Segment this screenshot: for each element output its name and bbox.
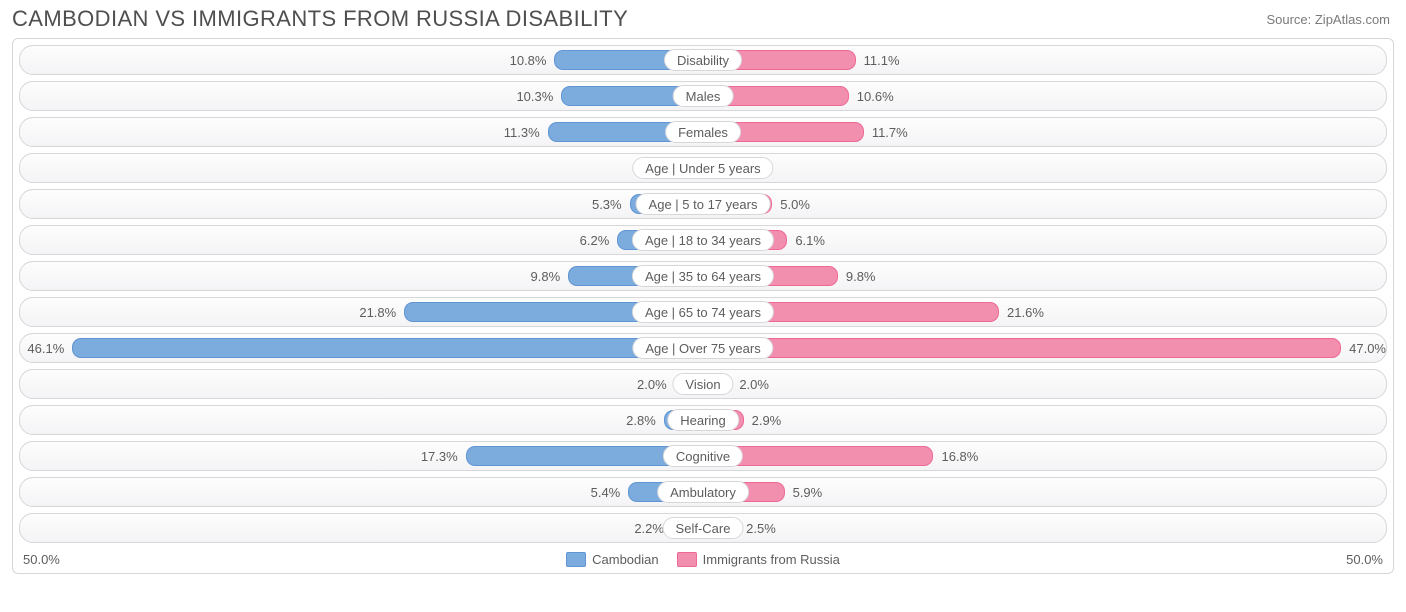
category-label: Ambulatory [657,481,749,503]
left-value: 11.3% [504,125,548,140]
right-value: 16.8% [933,449,978,464]
left-value: 5.3% [592,197,630,212]
page-title: CAMBODIAN VS IMMIGRANTS FROM RUSSIA DISA… [12,6,628,32]
source-label: Source: ZipAtlas.com [1266,12,1390,27]
left-value: 9.8% [531,269,569,284]
chart-row: 2.8% 2.9% Hearing [19,405,1387,435]
category-label: Age | Under 5 years [632,157,773,179]
right-value: 9.8% [838,269,876,284]
right-value: 10.6% [849,89,894,104]
chart-row: 10.3% 10.6% Males [19,81,1387,111]
chart-row: 11.3% 11.7% Females [19,117,1387,147]
right-value: 6.1% [787,233,825,248]
category-label: Age | 5 to 17 years [636,193,771,215]
chart-row: 5.4% 5.9% Ambulatory [19,477,1387,507]
category-label: Hearing [667,409,739,431]
category-label: Cognitive [663,445,743,467]
right-value: 21.6% [999,305,1044,320]
left-value: 46.1% [27,341,72,356]
chart-row: 17.3% 16.8% Cognitive [19,441,1387,471]
chart-row: 9.8% 9.8% Age | 35 to 64 years [19,261,1387,291]
chart-row: 46.1% 47.0% Age | Over 75 years [19,333,1387,363]
left-bar [72,338,703,358]
category-label: Females [665,121,741,143]
right-bar [703,338,1341,358]
category-label: Age | 65 to 74 years [632,301,774,323]
right-value: 11.7% [864,125,908,140]
legend-label-right: Immigrants from Russia [703,552,840,567]
category-label: Age | 35 to 64 years [632,265,774,287]
right-value: 47.0% [1341,341,1386,356]
left-value: 10.8% [510,53,555,68]
legend: Cambodian Immigrants from Russia [566,552,840,567]
diverging-bar-chart: 10.8% 11.1% Disability 10.3% 10.6% Males 11.3%… [12,38,1394,574]
category-label: Age | 18 to 34 years [632,229,774,251]
category-label: Disability [664,49,742,71]
axis-left-label: 50.0% [23,552,60,567]
chart-row: 1.2%1.1%Age | Under 5 years [19,153,1387,183]
chart-row: 21.8% 21.6% Age | 65 to 74 years [19,297,1387,327]
left-value: 5.4% [591,485,629,500]
legend-item-left: Cambodian [566,552,659,567]
axis-right-label: 50.0% [1346,552,1383,567]
legend-swatch-left [566,552,586,567]
category-label: Males [673,85,734,107]
right-value: 2.5% [738,521,776,536]
chart-row: 5.3% 5.0%Age | 5 to 17 years [19,189,1387,219]
left-value: 10.3% [516,89,561,104]
category-label: Self-Care [663,517,744,539]
chart-row: 10.8% 11.1% Disability [19,45,1387,75]
chart-row: 2.0% 2.0%Vision [19,369,1387,399]
category-label: Age | Over 75 years [632,337,773,359]
chart-footer: 50.0% Cambodian Immigrants from Russia 50.0… [19,549,1387,569]
left-value: 2.0% [637,377,675,392]
category-label: Vision [672,373,733,395]
right-value: 2.9% [744,413,782,428]
legend-item-right: Immigrants from Russia [677,552,840,567]
chart-row: 2.2%2.5%Self-Care [19,513,1387,543]
left-value: 17.3% [421,449,466,464]
right-value: 2.0% [731,377,769,392]
right-value: 5.9% [785,485,823,500]
left-value: 21.8% [359,305,404,320]
left-value: 2.8% [626,413,664,428]
legend-swatch-right [677,552,697,567]
right-value: 5.0% [772,197,810,212]
chart-row: 6.2% 6.1% Age | 18 to 34 years [19,225,1387,255]
right-value: 11.1% [856,53,900,68]
legend-label-left: Cambodian [592,552,659,567]
left-value: 6.2% [580,233,618,248]
